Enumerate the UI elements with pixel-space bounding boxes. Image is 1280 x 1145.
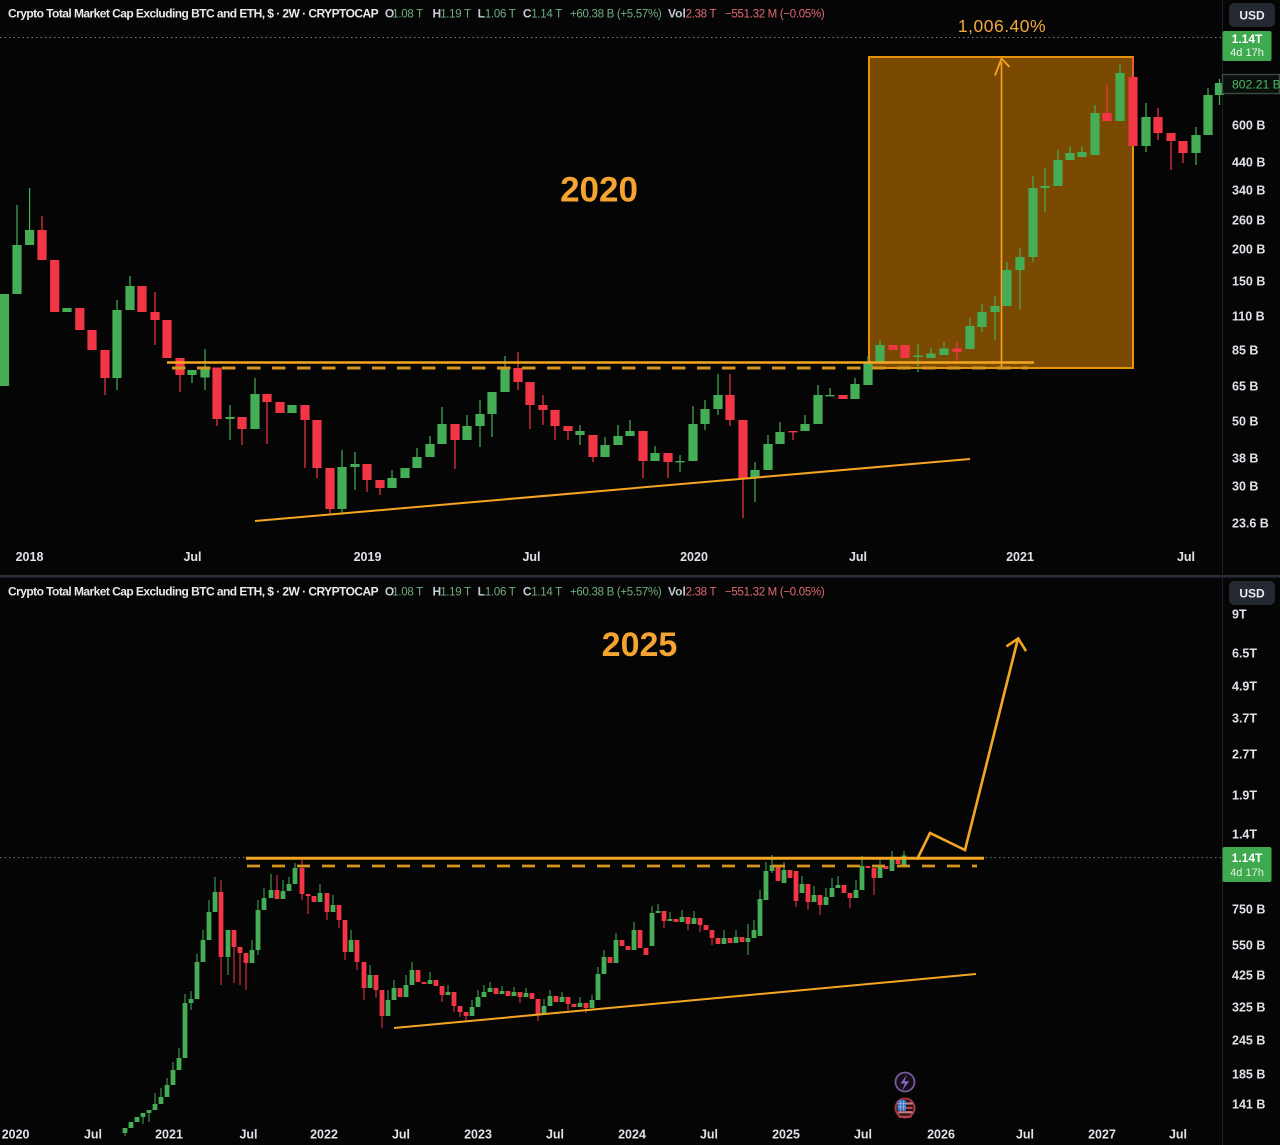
svg-text:2027: 2027 xyxy=(1088,1128,1116,1142)
svg-text:2021: 2021 xyxy=(1006,550,1034,564)
svg-text:USD: USD xyxy=(1239,587,1265,601)
svg-text:1.08 T: 1.08 T xyxy=(392,9,423,21)
svg-text:30 B: 30 B xyxy=(1232,480,1258,494)
svg-text:200 B: 200 B xyxy=(1232,243,1265,257)
svg-text:325 B: 325 B xyxy=(1232,1001,1265,1015)
svg-text:85 B: 85 B xyxy=(1232,344,1258,358)
svg-text:260 B: 260 B xyxy=(1232,214,1265,228)
svg-text:1.19 T: 1.19 T xyxy=(440,9,471,21)
svg-text:L: L xyxy=(478,7,485,21)
svg-text:2.38 T: 2.38 T xyxy=(686,9,717,21)
svg-text:USD: USD xyxy=(1239,9,1265,23)
svg-text:750 B: 750 B xyxy=(1232,903,1265,917)
svg-text:2024: 2024 xyxy=(618,1128,646,1142)
svg-text:2020: 2020 xyxy=(680,550,708,564)
svg-text:4d 17h: 4d 17h xyxy=(1230,47,1264,59)
svg-text:600 B: 600 B xyxy=(1232,119,1265,133)
svg-text:425 B: 425 B xyxy=(1232,969,1265,983)
svg-text:1.14T: 1.14T xyxy=(1232,851,1263,865)
svg-text:Jul: Jul xyxy=(392,1128,410,1142)
svg-text:2023: 2023 xyxy=(464,1128,492,1142)
svg-text:2.38 T: 2.38 T xyxy=(686,587,717,599)
svg-text:38 B: 38 B xyxy=(1232,452,1258,466)
svg-text:150 B: 150 B xyxy=(1232,275,1265,289)
svg-text:2021: 2021 xyxy=(155,1128,183,1142)
svg-text:1.14 T: 1.14 T xyxy=(531,587,562,599)
svg-text:Crypto Total Market Cap Exclud: Crypto Total Market Cap Excluding BTC an… xyxy=(8,585,379,599)
svg-text:23.6 B: 23.6 B xyxy=(1232,517,1269,531)
svg-text:1.06 T: 1.06 T xyxy=(485,587,516,599)
svg-text:Jul: Jul xyxy=(700,1128,718,1142)
svg-text:2.7T: 2.7T xyxy=(1232,748,1257,762)
svg-text:1.06 T: 1.06 T xyxy=(485,9,516,21)
svg-text:2022: 2022 xyxy=(310,1128,338,1142)
svg-text:Jul: Jul xyxy=(849,550,867,564)
svg-text:−551.32 M (−0.05%): −551.32 M (−0.05%) xyxy=(725,587,825,599)
svg-text:440 B: 440 B xyxy=(1232,156,1265,170)
svg-text:H: H xyxy=(433,585,442,599)
svg-text:185 B: 185 B xyxy=(1232,1068,1265,1082)
svg-text:2025: 2025 xyxy=(772,1128,800,1142)
svg-text:Vol: Vol xyxy=(668,7,686,21)
svg-text:1,006.40%: 1,006.40% xyxy=(958,16,1046,36)
svg-text:2020: 2020 xyxy=(2,1128,30,1142)
svg-text:L: L xyxy=(478,585,485,599)
svg-text:O: O xyxy=(385,585,394,599)
svg-text:Jul: Jul xyxy=(1177,550,1195,564)
svg-text:50 B: 50 B xyxy=(1232,415,1258,429)
svg-text:2025: 2025 xyxy=(602,626,678,664)
svg-text:Vol: Vol xyxy=(668,585,686,599)
svg-text:Jul: Jul xyxy=(183,550,201,564)
svg-text:C: C xyxy=(523,585,532,599)
svg-text:245 B: 245 B xyxy=(1232,1034,1265,1048)
svg-text:Jul: Jul xyxy=(854,1128,872,1142)
svg-text:1.08 T: 1.08 T xyxy=(392,587,423,599)
svg-text:2019: 2019 xyxy=(354,550,382,564)
svg-text:1.4T: 1.4T xyxy=(1232,828,1257,842)
svg-text:Jul: Jul xyxy=(546,1128,564,1142)
svg-text:+60.38 B (+5.57%): +60.38 B (+5.57%) xyxy=(570,9,662,21)
svg-text:O: O xyxy=(385,7,394,21)
svg-text:Crypto Total Market Cap Exclud: Crypto Total Market Cap Excluding BTC an… xyxy=(8,7,379,21)
svg-text:1.14T: 1.14T xyxy=(1232,32,1263,46)
svg-text:141 B: 141 B xyxy=(1232,1098,1265,1112)
svg-text:Jul: Jul xyxy=(1016,1128,1034,1142)
svg-text:65 B: 65 B xyxy=(1232,380,1258,394)
svg-text:1.9T: 1.9T xyxy=(1232,789,1257,803)
svg-text:H: H xyxy=(433,7,442,21)
svg-text:4d 17h: 4d 17h xyxy=(1230,867,1264,879)
svg-text:Jul: Jul xyxy=(239,1128,257,1142)
svg-text:550 B: 550 B xyxy=(1232,939,1265,953)
svg-text:110 B: 110 B xyxy=(1232,310,1265,324)
svg-text:Jul: Jul xyxy=(84,1128,102,1142)
svg-text:6.5T: 6.5T xyxy=(1232,647,1257,661)
svg-text:802.21 B: 802.21 B xyxy=(1232,78,1280,92)
svg-text:1.19 T: 1.19 T xyxy=(440,587,471,599)
svg-text:9T: 9T xyxy=(1232,608,1247,622)
svg-text:+60.38 B (+5.57%): +60.38 B (+5.57%) xyxy=(570,587,662,599)
svg-text:2018: 2018 xyxy=(16,550,44,564)
svg-text:−551.32 M (−0.05%): −551.32 M (−0.05%) xyxy=(725,9,825,21)
svg-text:4.9T: 4.9T xyxy=(1232,680,1257,694)
svg-text:C: C xyxy=(523,7,532,21)
svg-text:3.7T: 3.7T xyxy=(1232,712,1257,726)
svg-text:340 B: 340 B xyxy=(1232,184,1265,198)
svg-text:2020: 2020 xyxy=(560,171,638,210)
svg-text:Jul: Jul xyxy=(522,550,540,564)
svg-text:2026: 2026 xyxy=(927,1128,955,1142)
svg-text:Jul: Jul xyxy=(1169,1128,1187,1142)
svg-text:1.14 T: 1.14 T xyxy=(531,9,562,21)
